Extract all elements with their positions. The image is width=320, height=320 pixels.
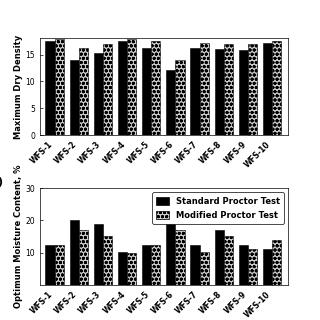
Bar	[272, 41, 282, 135]
Bar	[239, 244, 248, 285]
Bar	[272, 240, 282, 285]
Bar	[79, 48, 88, 135]
Bar	[45, 244, 54, 285]
Bar	[127, 39, 136, 135]
Bar	[190, 244, 200, 285]
Bar	[175, 230, 185, 285]
Bar	[54, 39, 64, 135]
Text: (b): (b)	[0, 177, 4, 187]
Bar	[215, 230, 224, 285]
Bar	[151, 244, 161, 285]
Bar	[45, 41, 54, 135]
Bar	[239, 50, 248, 135]
Bar	[263, 249, 272, 285]
Bar	[166, 69, 175, 135]
Bar	[190, 48, 200, 135]
Bar	[200, 252, 209, 285]
Bar	[200, 43, 209, 135]
Bar	[127, 252, 136, 285]
Bar	[215, 49, 224, 135]
Bar	[142, 48, 151, 135]
Bar	[175, 60, 185, 135]
Y-axis label: Optimum Moisture Content, %: Optimum Moisture Content, %	[14, 165, 23, 308]
Bar	[166, 204, 175, 285]
Bar	[69, 220, 79, 285]
Bar	[118, 252, 127, 285]
Bar	[54, 244, 64, 285]
Bar	[263, 43, 272, 135]
Bar	[103, 236, 112, 285]
Legend: Standard Proctor Test, Modified Proctor Test: Standard Proctor Test, Modified Proctor …	[152, 192, 284, 224]
Bar	[103, 44, 112, 135]
Bar	[94, 53, 103, 135]
Bar	[94, 224, 103, 285]
Bar	[142, 244, 151, 285]
Bar	[118, 41, 127, 135]
Y-axis label: Maximum Dry Density: Maximum Dry Density	[14, 35, 23, 139]
Bar	[69, 60, 79, 135]
Bar	[248, 249, 257, 285]
Bar	[151, 41, 161, 135]
Bar	[248, 44, 257, 135]
Bar	[224, 236, 233, 285]
Bar	[79, 230, 88, 285]
Bar	[224, 44, 233, 135]
